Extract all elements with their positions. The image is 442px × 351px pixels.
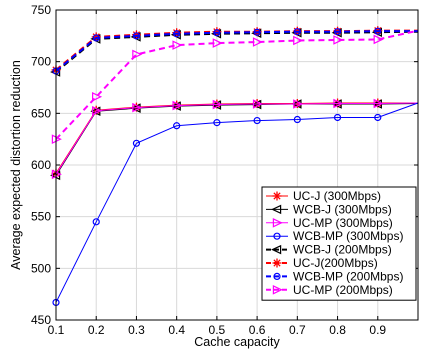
y-tick-label: 500 xyxy=(31,261,51,275)
data-point xyxy=(132,139,141,147)
series-7 xyxy=(51,29,419,144)
data-point xyxy=(172,40,183,50)
data-point xyxy=(293,115,301,124)
legend-marker xyxy=(272,191,282,201)
x-tick-label: 0.8 xyxy=(329,323,346,337)
data-point xyxy=(293,28,301,36)
x-tick-label: 0.1 xyxy=(48,323,65,337)
data-point xyxy=(374,27,382,35)
data-point xyxy=(173,30,181,38)
plot-series xyxy=(50,26,419,307)
series-6 xyxy=(52,27,418,75)
data-point xyxy=(92,92,103,102)
legend-entry: UC-J(200Mbps) xyxy=(266,256,378,270)
data-point xyxy=(212,38,223,48)
data-point xyxy=(213,29,221,37)
series-line xyxy=(55,29,419,140)
x-tick-label: 0.4 xyxy=(168,323,185,337)
data-point xyxy=(253,28,261,36)
y-tick-label: 700 xyxy=(31,55,51,69)
series-line xyxy=(55,103,419,176)
data-point xyxy=(293,99,304,109)
series-line xyxy=(55,30,418,72)
axis-ticks: 0.1 0.2 0.3 0.4 0.5 0.6 0.7 0.8 0.9 450 500 550 600 6… xyxy=(31,3,418,337)
data-point xyxy=(252,99,264,109)
legend-marker xyxy=(272,285,283,295)
data-point xyxy=(132,49,143,60)
legend-label: UC-MP (300Mbps) xyxy=(293,216,393,230)
legend-label: WCB-MP (200Mbps) xyxy=(293,269,403,283)
data-point xyxy=(173,122,181,130)
legend-marker xyxy=(271,244,282,255)
legend-label: WCB-J (200Mbps) xyxy=(293,243,392,257)
data-point xyxy=(92,105,103,116)
y-tick-label: 600 xyxy=(31,158,51,172)
legend-label: UC-J (300Mbps) xyxy=(293,189,381,203)
data-point xyxy=(333,35,344,45)
legend: UC-J (300Mbps)WCB-J (300Mbps)UC-MP (300M… xyxy=(261,186,417,301)
legend-label: WCB-J (300Mbps) xyxy=(293,202,392,216)
y-axis-label: Average expected distortion reduction xyxy=(9,60,23,270)
data-point xyxy=(374,113,382,122)
grid-lines xyxy=(55,9,418,321)
legend-marker xyxy=(273,272,281,280)
data-point xyxy=(333,113,342,122)
legend-box xyxy=(261,186,417,301)
data-point xyxy=(213,119,221,127)
data-point xyxy=(333,98,344,109)
legend-entry: UC-MP (300Mbps) xyxy=(266,216,393,230)
series-1 xyxy=(50,99,419,181)
y-tick-label: 750 xyxy=(31,3,51,17)
legend-entry: UC-MP (200Mbps) xyxy=(266,283,393,297)
data-point xyxy=(373,98,384,109)
series-3 xyxy=(52,102,419,307)
data-point xyxy=(293,35,304,46)
legend-entry: WCB-MP (200Mbps) xyxy=(266,269,403,283)
legend-marker xyxy=(272,258,282,268)
legend-entry: WCB-MP (300Mbps) xyxy=(266,229,403,243)
series-2 xyxy=(51,98,419,180)
x-tick-label: 0.9 xyxy=(369,323,386,337)
y-tick-label: 650 xyxy=(31,106,51,120)
legend-label: UC-J(200Mbps) xyxy=(293,256,378,270)
y-tick-label: 450 xyxy=(31,313,51,327)
data-point xyxy=(172,100,183,111)
legend-marker xyxy=(273,232,281,240)
series-line xyxy=(55,102,418,174)
x-tick-label: 0.6 xyxy=(249,323,266,337)
x-tick-label: 0.7 xyxy=(289,323,306,337)
legend-entry: UC-J (300Mbps) xyxy=(266,189,381,203)
data-point xyxy=(253,116,261,125)
data-point xyxy=(132,32,141,40)
x-tick-label: 0.5 xyxy=(209,323,226,337)
legend-marker xyxy=(271,204,282,215)
data-point xyxy=(373,34,384,45)
y-tick-label: 550 xyxy=(31,210,51,224)
x-tick-label: 0.3 xyxy=(128,323,145,337)
data-point xyxy=(333,28,342,36)
legend-marker xyxy=(272,218,283,228)
series-line xyxy=(55,102,419,303)
legend-entry: WCB-J (200Mbps) xyxy=(266,243,392,257)
x-axis-label: Cache capacity xyxy=(194,335,280,349)
legend-entry: WCB-J (300Mbps) xyxy=(266,202,392,216)
legend-label: UC-MP (200Mbps) xyxy=(293,283,393,297)
series-line xyxy=(55,29,418,71)
series-line xyxy=(55,30,419,73)
data-point xyxy=(92,34,100,42)
data-point xyxy=(212,99,223,110)
data-point xyxy=(252,37,264,47)
data-point xyxy=(132,102,143,113)
series-line xyxy=(55,102,419,175)
data-point xyxy=(92,218,100,226)
legend-label: WCB-MP (300Mbps) xyxy=(293,229,403,243)
x-tick-label: 0.2 xyxy=(88,323,105,337)
